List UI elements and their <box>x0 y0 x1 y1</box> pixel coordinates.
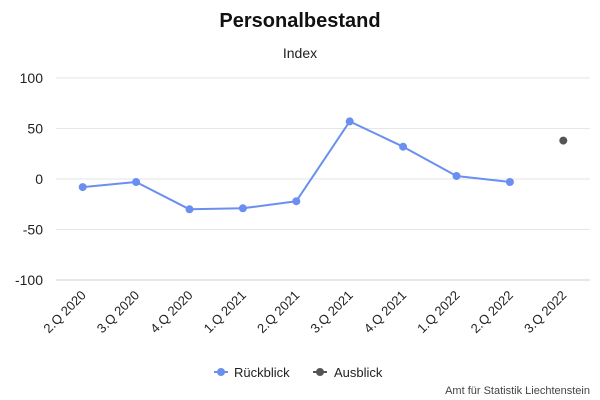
data-point[interactable] <box>238 204 247 213</box>
legend-marker <box>316 368 324 376</box>
legend-marker <box>217 368 225 376</box>
chart-title: Personalbestand <box>219 10 380 32</box>
x-tick-label: 1.Q 2021 <box>201 288 249 336</box>
x-tick-label: 4.Q 2020 <box>147 288 195 336</box>
x-tick-label: 2.Q 2022 <box>468 288 516 336</box>
x-tick-label: 3.Q 2021 <box>307 288 355 336</box>
x-tick-label: 3.Q 2022 <box>521 288 569 336</box>
series <box>78 117 568 214</box>
series-1 <box>78 117 514 214</box>
x-tick-label: 3.Q 2020 <box>94 288 142 336</box>
data-point[interactable] <box>559 136 568 145</box>
data-point[interactable] <box>345 117 354 126</box>
legend-item-1[interactable]: Rückblick <box>214 365 290 380</box>
legend-label: Rückblick <box>234 365 290 380</box>
y-tick-label: -50 <box>23 222 43 238</box>
legend[interactable]: Rückblick Ausblick <box>214 365 383 380</box>
data-point[interactable] <box>399 142 408 151</box>
data-point[interactable] <box>185 205 194 214</box>
y-axis-ticks: 100 50 0 -50 -100 <box>15 70 43 288</box>
gridlines <box>56 77 590 281</box>
y-tick-label: 50 <box>27 121 43 137</box>
series-line <box>82 120 511 211</box>
x-tick-label: 1.Q 2022 <box>414 288 462 336</box>
data-point[interactable] <box>452 172 461 180</box>
data-point[interactable] <box>132 178 141 186</box>
legend-item-2[interactable]: Ausblick <box>313 365 383 380</box>
data-point[interactable] <box>292 197 301 206</box>
data-point[interactable] <box>505 178 514 186</box>
y-tick-label: -100 <box>15 272 43 288</box>
y-tick-label: 100 <box>20 70 44 86</box>
series-2 <box>559 136 568 145</box>
x-tick-label: 2.Q 2021 <box>254 288 302 336</box>
data-point[interactable] <box>78 183 87 192</box>
x-axis-ticks: 2.Q 2020 3.Q 2020 4.Q 2020 1.Q 2021 2.Q 2021… <box>40 288 569 336</box>
x-tick-label: 4.Q 2021 <box>361 288 409 336</box>
y-tick-label: 0 <box>35 171 43 187</box>
chart-subtitle: Index <box>283 45 317 61</box>
x-tick-label: 2.Q 2020 <box>40 288 88 336</box>
legend-label: Ausblick <box>334 365 383 380</box>
credit-text[interactable]: Amt für Statistik Liechtenstein <box>445 385 590 397</box>
